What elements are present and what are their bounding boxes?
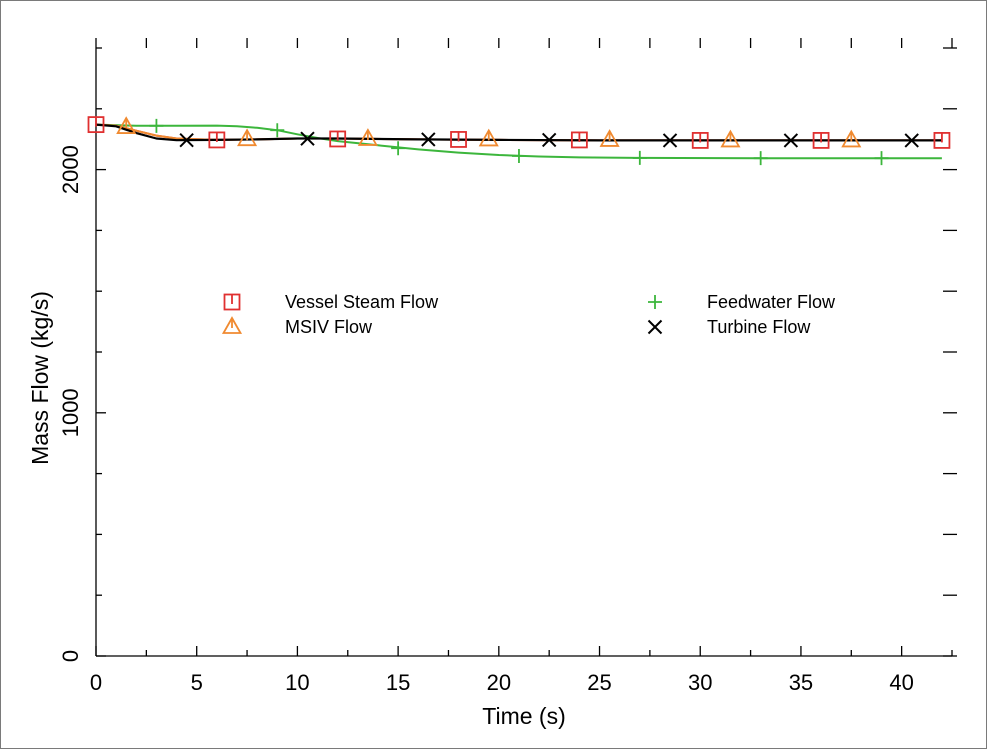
msiv-flow-marker bbox=[357, 128, 378, 146]
vessel-steam-flow-marker bbox=[691, 132, 709, 149]
y-tick-label: 2000 bbox=[58, 145, 83, 194]
turbine-flow-marker bbox=[541, 132, 557, 148]
feedwater-flow-marker bbox=[874, 151, 889, 166]
vessel-steam-flow-marker bbox=[329, 130, 347, 148]
turbine-flow-marker bbox=[904, 133, 919, 148]
y-axis-title: Mass Flow (kg/s) bbox=[27, 291, 53, 465]
feedwater-flow-marker bbox=[391, 141, 406, 156]
turbine-flow-marker bbox=[662, 133, 678, 148]
turbine-flow-line bbox=[95, 123, 942, 142]
x-axis-title: Time (s) bbox=[482, 703, 565, 729]
msiv-flow-marker bbox=[237, 128, 258, 147]
axis-tick-labels: 0 5 10 15 20 25 30 35 40 0 1000 2000 bbox=[58, 145, 914, 695]
msiv-flow-marker bbox=[478, 128, 499, 147]
series-markers bbox=[87, 116, 951, 166]
turbine-flow-marker bbox=[421, 132, 436, 147]
feedwater-flow-marker bbox=[511, 148, 526, 163]
turbine-flow-marker bbox=[300, 131, 315, 146]
axis-ticks bbox=[95, 38, 957, 657]
x-tick-label: 0 bbox=[90, 670, 102, 695]
turbine-flow-marker bbox=[179, 132, 194, 148]
legend-vessel-steam-flow-marker bbox=[223, 293, 241, 311]
vessel-steam-flow-marker bbox=[87, 116, 105, 134]
legend-vessel-steam-flow-label: Vessel Steam Flow bbox=[285, 292, 439, 312]
msiv-flow-marker bbox=[720, 129, 741, 148]
x-tick-label: 10 bbox=[285, 670, 309, 695]
legend-turbine-flow-label: Turbine Flow bbox=[707, 317, 811, 337]
feedwater-flow-marker bbox=[632, 150, 647, 165]
msiv-flow-marker bbox=[841, 129, 862, 148]
y-tick-label: 0 bbox=[58, 650, 83, 662]
legend-msiv-flow-label: MSIV Flow bbox=[285, 317, 373, 337]
vessel-steam-flow-marker bbox=[933, 132, 951, 149]
x-tick-label: 30 bbox=[688, 670, 712, 695]
feedwater-flow-marker bbox=[149, 118, 164, 133]
series-lines bbox=[95, 123, 942, 160]
legend: Vessel Steam Flow MSIV Flow Feedwater Flow… bbox=[221, 292, 836, 337]
feedwater-flow-marker bbox=[270, 123, 285, 138]
y-tick-label: 1000 bbox=[58, 388, 83, 437]
x-tick-label: 5 bbox=[191, 670, 203, 695]
vessel-steam-flow-marker bbox=[208, 131, 226, 149]
feedwater-flow-marker bbox=[753, 151, 768, 166]
feedwater-flow-line bbox=[95, 123, 942, 160]
vessel-steam-flow-marker bbox=[450, 131, 467, 148]
turbine-flow-marker bbox=[783, 133, 799, 148]
x-tick-label: 20 bbox=[487, 670, 511, 695]
legend-feedwater-flow-marker bbox=[648, 295, 662, 309]
msiv-flow-marker bbox=[599, 129, 620, 147]
msiv-flow-marker bbox=[116, 116, 137, 134]
legend-msiv-flow-marker bbox=[221, 316, 243, 334]
x-tick-label: 40 bbox=[889, 670, 913, 695]
vessel-steam-flow-marker bbox=[570, 131, 588, 149]
vessel-steam-flow-marker bbox=[812, 132, 830, 149]
legend-turbine-flow-marker bbox=[647, 319, 663, 335]
x-tick-label: 25 bbox=[587, 670, 611, 695]
x-tick-label: 15 bbox=[386, 670, 410, 695]
x-tick-label: 35 bbox=[789, 670, 813, 695]
legend-feedwater-flow-label: Feedwater Flow bbox=[707, 292, 836, 312]
